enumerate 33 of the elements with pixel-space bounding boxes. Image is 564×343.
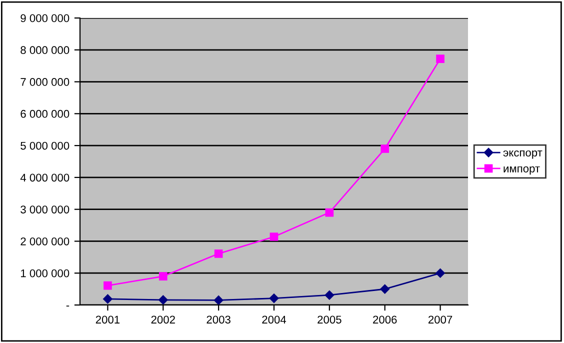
y-tick-label: 1 000 000 <box>21 269 70 278</box>
x-tick-label: 2003 <box>206 316 230 324</box>
y-tick-label: 7 000 000 <box>20 78 70 86</box>
point <box>270 232 278 241</box>
point <box>158 295 168 305</box>
point <box>436 268 445 278</box>
point <box>269 294 279 303</box>
legend-label: экспорт <box>503 150 542 159</box>
x-tick-label: 2004 <box>262 316 286 324</box>
y-tick-label: 3 000 000 <box>20 206 70 214</box>
point <box>104 281 112 290</box>
x-tick-label: 2002 <box>151 316 175 324</box>
y-tick-label: 8 000 000 <box>20 46 70 54</box>
x-tick-label: 2007 <box>428 316 452 324</box>
point <box>214 296 224 305</box>
x-tick-label: 2001 <box>96 316 120 324</box>
point <box>158 272 168 280</box>
y-tick-label: 5 000 000 <box>20 142 70 150</box>
point <box>324 290 334 300</box>
x-tick-label: 2006 <box>373 316 397 324</box>
y-tick-label: 2 000 000 <box>20 237 70 246</box>
point <box>103 294 112 304</box>
y-tick-label: 9 000 000 <box>20 14 70 22</box>
y-tick-label: 6 000 000 <box>20 110 70 118</box>
x-tick-label: 2005 <box>318 316 342 324</box>
legend-label: импорт <box>504 166 540 175</box>
point <box>325 208 334 217</box>
point <box>214 249 223 258</box>
y-tick-label: - <box>66 306 70 307</box>
point <box>380 144 390 153</box>
point <box>380 284 390 294</box>
point <box>436 54 444 63</box>
y-tick-label: 4 000 000 <box>20 174 70 182</box>
